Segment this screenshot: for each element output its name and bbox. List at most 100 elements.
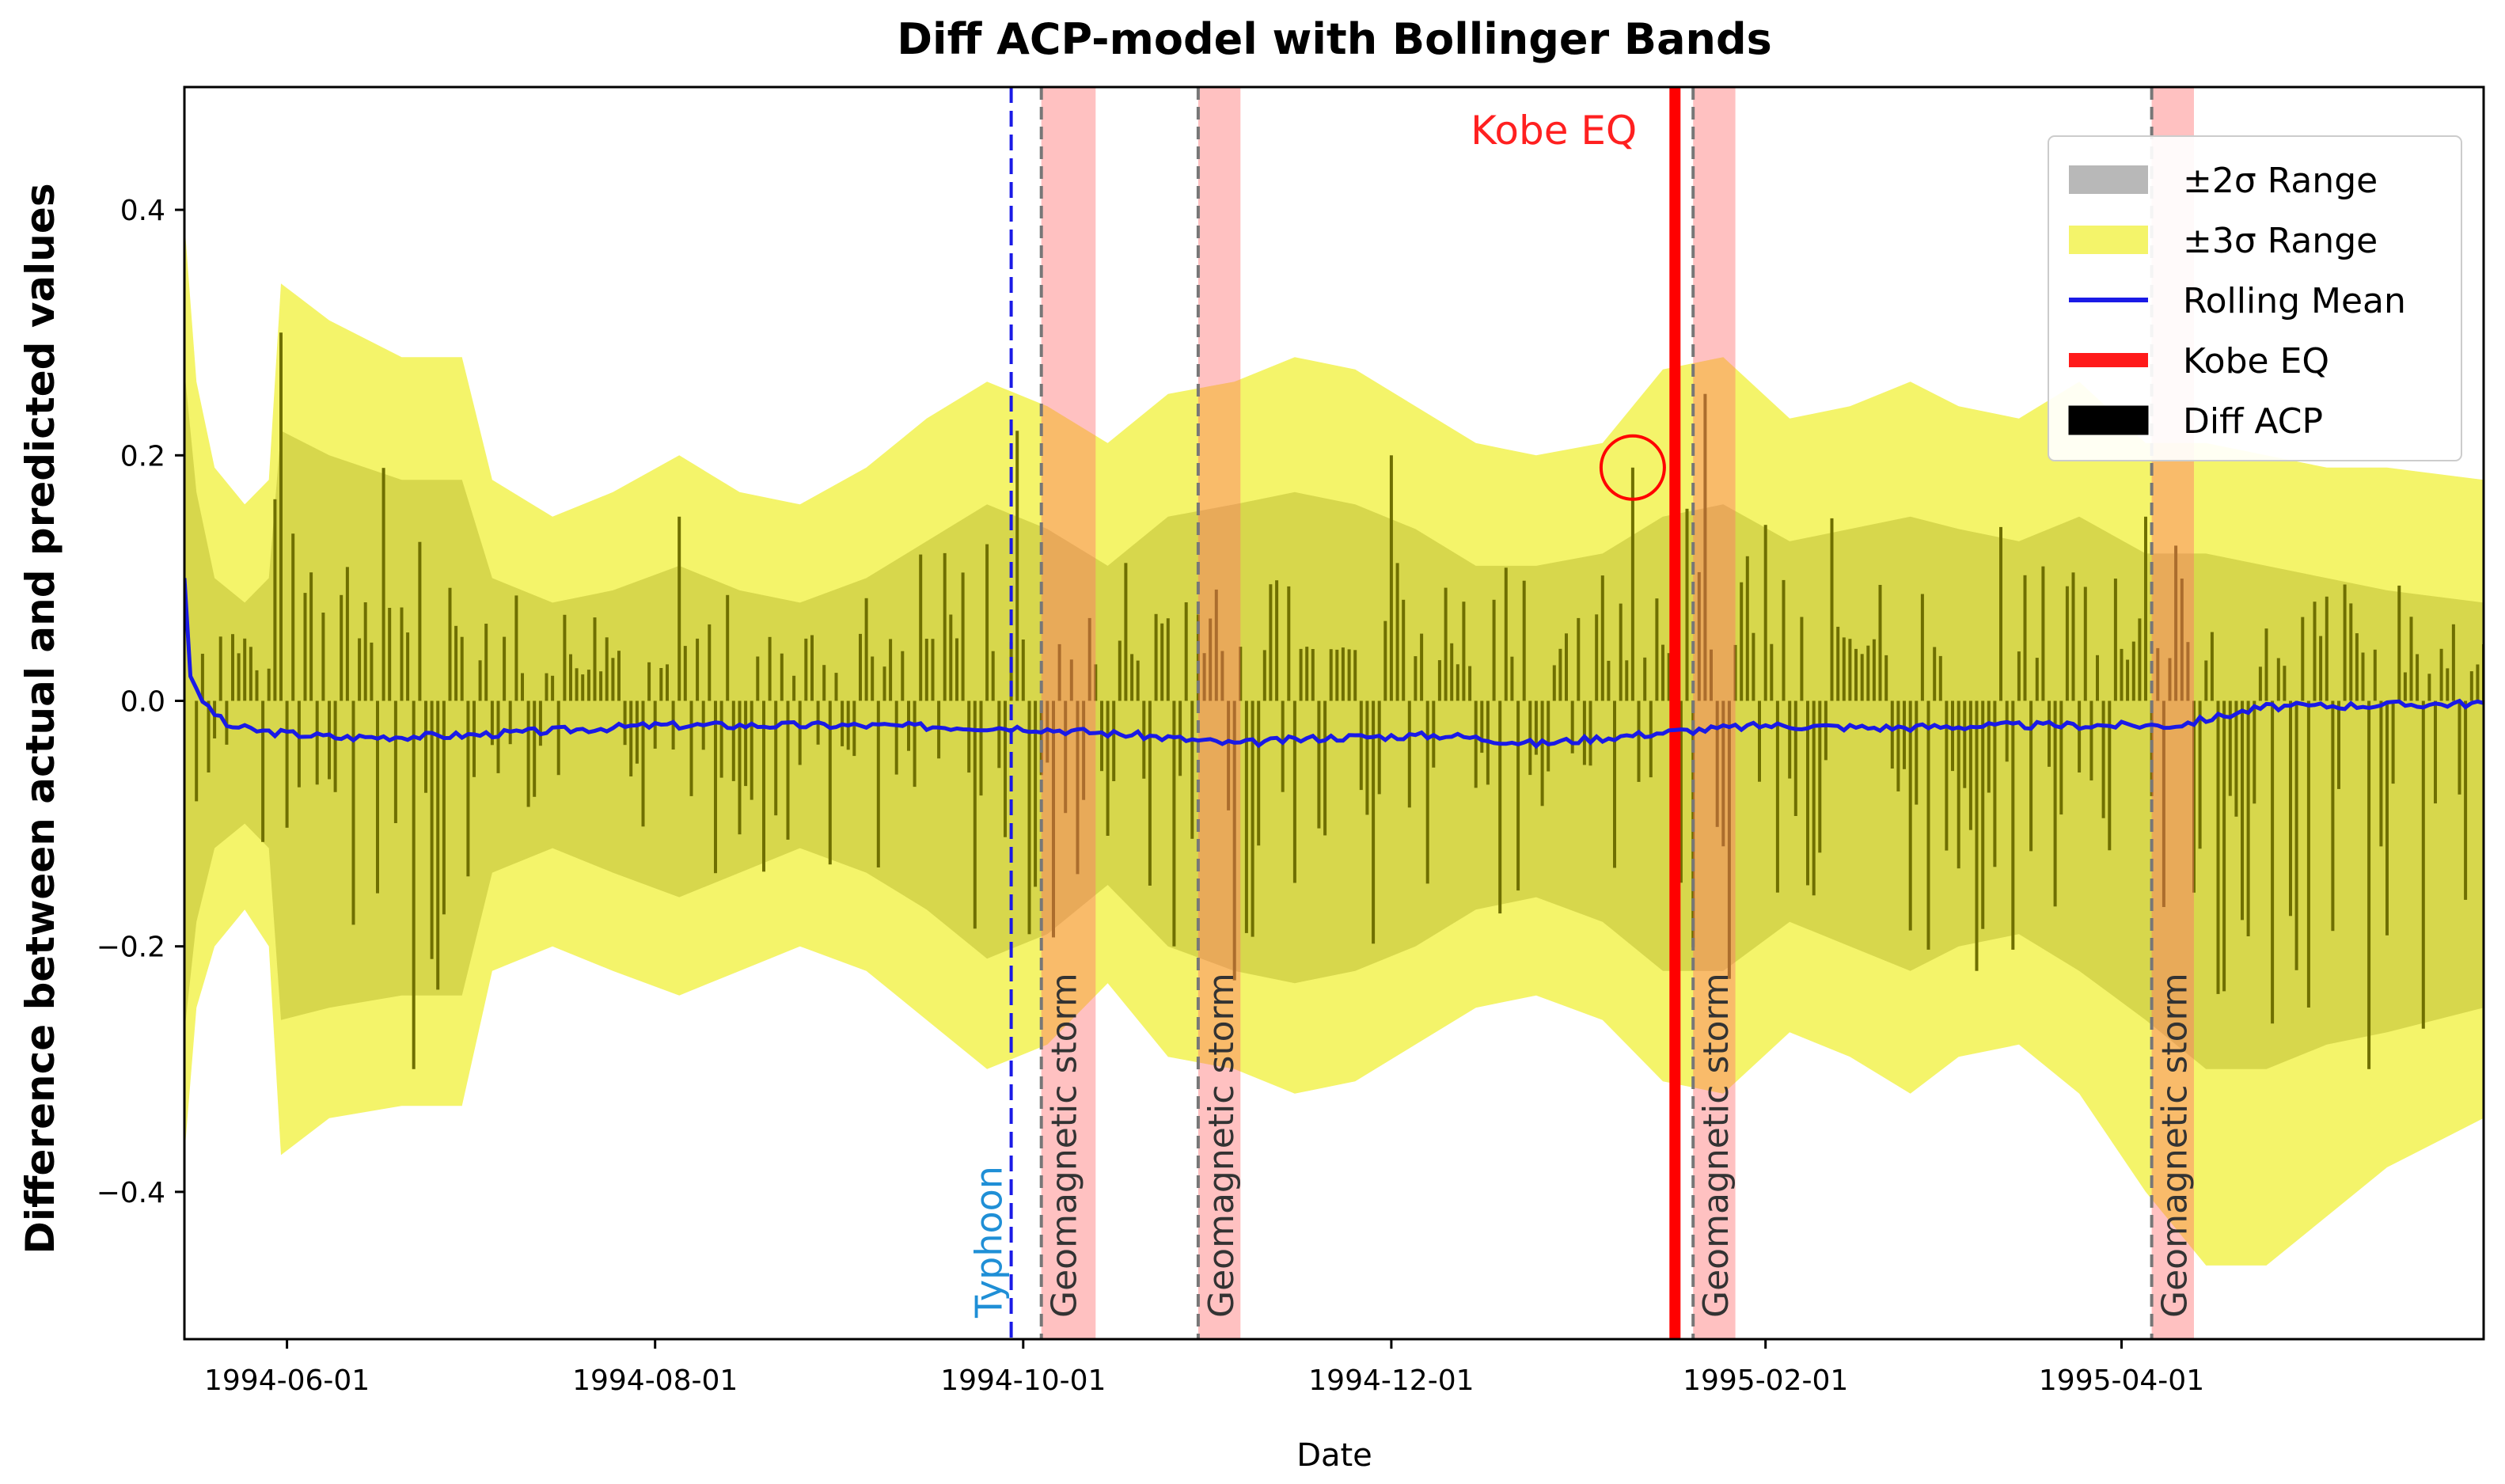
diff-acp-bar <box>708 624 712 701</box>
diff-acp-bar <box>2276 658 2280 701</box>
diff-acp-bar <box>2301 617 2305 701</box>
diff-acp-bar <box>871 656 875 701</box>
diff-acp-bar <box>834 673 838 701</box>
diff-acp-bar <box>683 646 687 701</box>
diff-acp-bar <box>1510 656 1514 701</box>
diff-acp-bar <box>2379 700 2383 847</box>
diff-acp-bar <box>1124 563 1128 701</box>
diff-acp-bar <box>2451 624 2455 701</box>
diff-acp-bar <box>1057 643 1061 701</box>
diff-acp-bar <box>786 700 790 840</box>
diff-acp-bar <box>1359 700 1363 791</box>
diff-acp-bar <box>521 673 524 701</box>
diff-acp-bar <box>1637 700 1641 782</box>
diff-acp-bar <box>1184 602 1188 701</box>
diff-acp-bar <box>2397 585 2401 701</box>
geomagnetic-storm-label: Geomagnetic storm <box>2155 973 2196 1318</box>
diff-acp-bar <box>1100 700 1103 772</box>
diff-acp-bar <box>2162 700 2165 907</box>
diff-acp-bar <box>1812 700 1816 896</box>
diff-acp-bar <box>1414 656 1418 701</box>
diff-acp-bar <box>2065 586 2069 701</box>
diff-acp-bar <box>1239 647 1243 701</box>
geomagnetic-storm-label: Geomagnetic storm <box>1045 973 1085 1318</box>
diff-acp-bar <box>569 654 572 701</box>
diff-acp-bar <box>1540 700 1544 807</box>
diff-acp-bar <box>1933 647 1937 701</box>
diff-acp-bar <box>2210 632 2214 701</box>
diff-acp-bar <box>1021 640 1025 701</box>
diff-acp-bar <box>991 651 995 701</box>
diff-acp-bar <box>1347 649 1351 701</box>
diff-acp-bar <box>726 594 730 701</box>
diff-acp-bar <box>1136 660 1140 701</box>
diff-acp-bar <box>418 541 422 701</box>
diff-acp-bar <box>671 700 675 750</box>
diff-acp-bar <box>1444 587 1448 701</box>
diff-acp-bar <box>508 700 512 745</box>
diff-acp-bar <box>430 700 434 959</box>
diff-acp-bar <box>1064 700 1068 814</box>
diff-acp-bar <box>1655 598 1659 701</box>
legend-swatch <box>2069 226 2148 254</box>
diff-acp-bar <box>2168 658 2172 701</box>
diff-acp-bar <box>2048 700 2051 767</box>
diff-acp-bar <box>376 700 379 894</box>
diff-acp-bar <box>1474 700 1478 788</box>
diff-acp-bar <box>1353 650 1357 701</box>
diff-acp-bar <box>635 700 639 764</box>
diff-acp-bar <box>285 700 289 828</box>
diff-acp-bar <box>731 700 735 781</box>
geomagnetic-storm-span <box>1693 87 1736 1339</box>
diff-acp-bar <box>1987 700 1991 793</box>
diff-acp-bar <box>297 700 301 788</box>
diff-acp-bar <box>2313 602 2317 701</box>
diff-acp-bar <box>1087 617 1091 701</box>
diff-acp-bar <box>473 700 476 777</box>
diff-acp-bar <box>2023 575 2027 701</box>
diff-acp-bar <box>237 653 241 701</box>
diff-acp-bar <box>937 700 941 759</box>
diff-acp-bar <box>750 700 753 800</box>
legend-label: ±3σ Range <box>2183 221 2378 261</box>
diff-acp-bar <box>1335 649 1339 701</box>
diff-acp-bar <box>533 700 537 797</box>
diff-acp-bar <box>2434 700 2437 804</box>
diff-acp-bar <box>1710 649 1713 701</box>
diff-acp-bar <box>1305 647 1309 701</box>
diff-acp-bar <box>696 638 700 701</box>
diff-acp-bar <box>484 624 488 701</box>
x-tick-label: 1994-12-01 <box>1308 1364 1474 1397</box>
diff-acp-bar <box>1015 431 1019 701</box>
diff-acp-bar <box>1915 700 1919 805</box>
diff-acp-bar <box>1329 649 1333 701</box>
diff-acp-bar <box>2083 586 2087 701</box>
diff-acp-bar <box>2253 700 2256 804</box>
diff-acp-bar <box>436 700 440 990</box>
y-tick-label: −0.4 <box>97 1177 165 1209</box>
diff-acp-bar <box>466 700 470 877</box>
event-layer <box>1009 87 2194 1339</box>
diff-acp-bar <box>1190 700 1194 839</box>
diff-acp-bar <box>1456 664 1459 701</box>
diff-acp-bar <box>1800 617 1804 701</box>
diff-acp-bar <box>1498 700 1502 914</box>
diff-acp-bar <box>931 639 935 701</box>
diff-acp-bar <box>1770 643 1774 701</box>
diff-acp-bar <box>551 675 555 701</box>
plot-area <box>184 87 2484 1339</box>
x-tick-label: 1994-08-01 <box>572 1364 738 1397</box>
diff-acp-bar <box>804 638 808 701</box>
diff-acp-bar <box>1625 660 1629 701</box>
diff-acp-bar <box>2476 664 2480 701</box>
diff-acp-bar <box>1957 700 1960 869</box>
diff-acp-bar <box>388 608 392 701</box>
diff-acp-bar <box>949 614 953 701</box>
diff-acp-bar <box>273 499 277 701</box>
diff-acp-bar <box>526 700 530 807</box>
diff-acp-bar <box>2216 700 2220 994</box>
diff-acp-bar <box>762 700 765 872</box>
diff-acp-bar <box>1866 645 1870 701</box>
diff-acp-bars <box>195 332 2484 1069</box>
